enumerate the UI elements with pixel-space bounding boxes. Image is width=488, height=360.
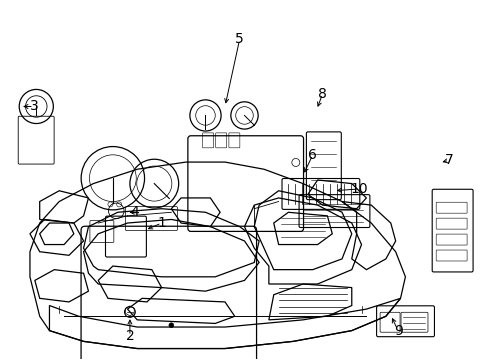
Circle shape bbox=[168, 323, 174, 328]
Text: 8: 8 bbox=[317, 87, 326, 101]
Text: 10: 10 bbox=[349, 182, 367, 196]
Text: 4: 4 bbox=[130, 205, 139, 219]
Text: 2: 2 bbox=[125, 329, 134, 343]
Text: 3: 3 bbox=[29, 99, 38, 113]
Text: 9: 9 bbox=[393, 324, 402, 338]
Text: 7: 7 bbox=[444, 153, 453, 167]
Text: 5: 5 bbox=[235, 32, 244, 46]
Text: 1: 1 bbox=[157, 216, 166, 230]
Text: 6: 6 bbox=[308, 148, 317, 162]
